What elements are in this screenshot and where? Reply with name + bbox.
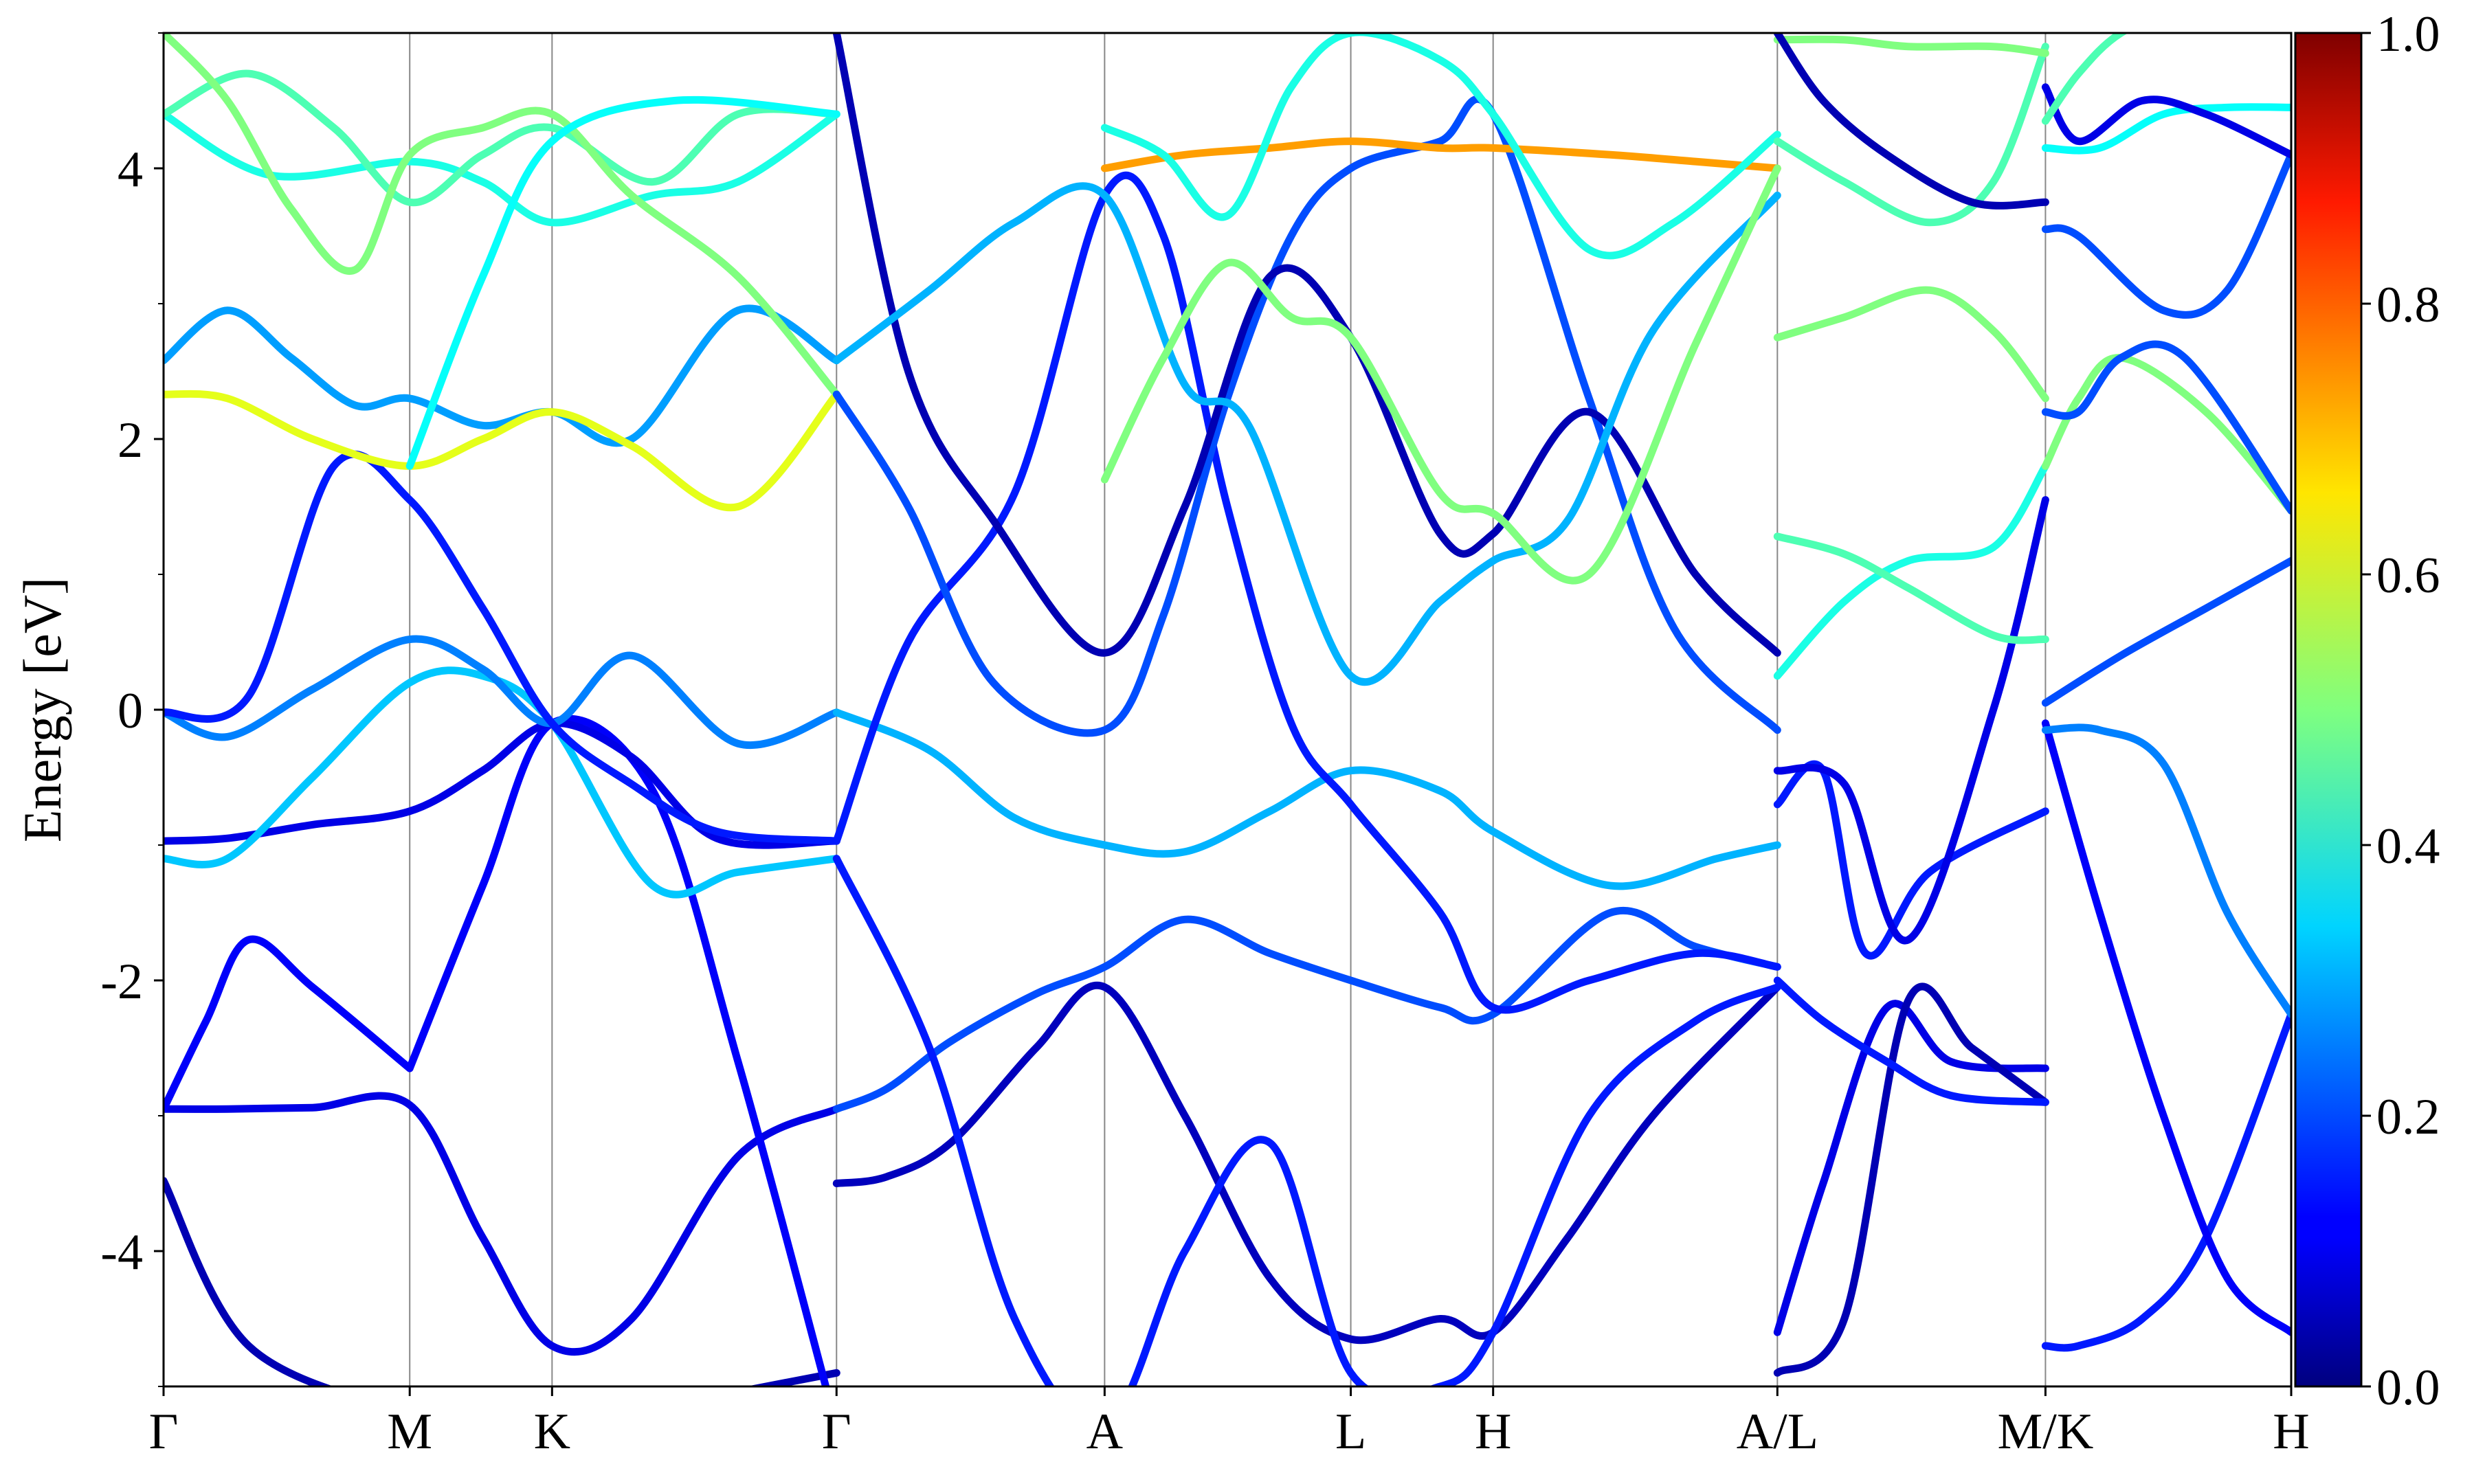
band-line (2041, 340, 2291, 515)
band-line (2041, 150, 2291, 319)
x-tick-label: H (1475, 1404, 1511, 1460)
band-line (1773, 35, 2049, 57)
band-line (164, 390, 840, 512)
band-line (832, 981, 1781, 1345)
y-tick-label: 0 (118, 683, 143, 739)
axis-ticks: Γ M K Γ A L H A/L M/K H -4 -2 0 2 4 (100, 32, 2310, 1460)
x-tick-label: L (1335, 1404, 1366, 1460)
band-line (832, 906, 1781, 1113)
band-line (1773, 33, 2049, 210)
band-line (2041, 33, 2129, 125)
x-tick-label: M (387, 1404, 432, 1460)
band-line (164, 69, 840, 207)
band-line (1773, 286, 2049, 403)
band-line (405, 95, 840, 470)
band-line (1100, 164, 1781, 585)
band-line (2041, 83, 2291, 159)
band-line (1773, 43, 2049, 227)
band-line (164, 1177, 840, 1386)
y-tick-label: -4 (100, 1224, 143, 1281)
y-tick-label: 4 (118, 142, 143, 198)
y-tick-label: -2 (100, 954, 143, 1010)
band-line (164, 304, 840, 447)
colorbar (2294, 32, 2363, 1388)
band-line (1773, 976, 2049, 1106)
x-tick-label: M/K (1998, 1404, 2094, 1460)
band-lines (164, 33, 2291, 1386)
band-line (1773, 462, 2049, 680)
y-tick-label: 2 (118, 412, 143, 469)
kpoint-gridlines (409, 33, 2047, 1386)
x-tick-label: K (534, 1404, 570, 1460)
band-line (1773, 532, 2049, 644)
x-tick-label: H (2273, 1404, 2309, 1460)
band-line (832, 171, 1781, 1014)
colorbar-tick-label: 0.0 (2376, 1360, 2440, 1416)
band-line (2041, 354, 2291, 515)
band-line (2041, 556, 2291, 707)
colorbar-ticks: 0.0 0.2 0.4 0.6 0.8 1.0 (2361, 6, 2440, 1416)
band-line (832, 708, 1781, 890)
band-line (164, 635, 840, 749)
x-tick-label: A/L (1737, 1404, 1818, 1460)
band-line (164, 666, 840, 899)
band-line (2041, 103, 2291, 155)
band-line (832, 182, 1781, 686)
band-line (1100, 33, 1781, 260)
band-line (832, 33, 1781, 657)
band-line (2041, 1010, 2291, 1352)
band-line (164, 450, 840, 845)
plot-frame (162, 32, 2293, 1388)
colorbar-tick-label: 0.2 (2376, 1089, 2440, 1145)
band-line (1773, 1000, 2049, 1336)
band-line (405, 715, 830, 1386)
band-line (1773, 496, 2049, 945)
colorbar-tick-label: 0.4 (2376, 818, 2440, 875)
colorbar-tick-label: 0.6 (2376, 548, 2440, 604)
band-line (1773, 760, 2049, 960)
band-line (1100, 137, 1781, 172)
x-tick-label: Γ (822, 1404, 851, 1460)
band-line (2041, 719, 2291, 1336)
band-line (164, 935, 414, 1113)
colorbar-tick-label: 1.0 (2376, 6, 2440, 63)
x-tick-label: Γ (149, 1404, 179, 1460)
x-tick-label: A (1086, 1404, 1123, 1460)
band-line (1773, 982, 2049, 1377)
band-line (832, 855, 1781, 1386)
y-axis-label: Energy [eV] (12, 577, 72, 842)
band-line (832, 95, 1781, 737)
colorbar-tick-label: 0.8 (2376, 277, 2440, 333)
band-line (164, 1092, 840, 1356)
band-line (2041, 723, 2291, 1018)
band-line (164, 33, 840, 398)
